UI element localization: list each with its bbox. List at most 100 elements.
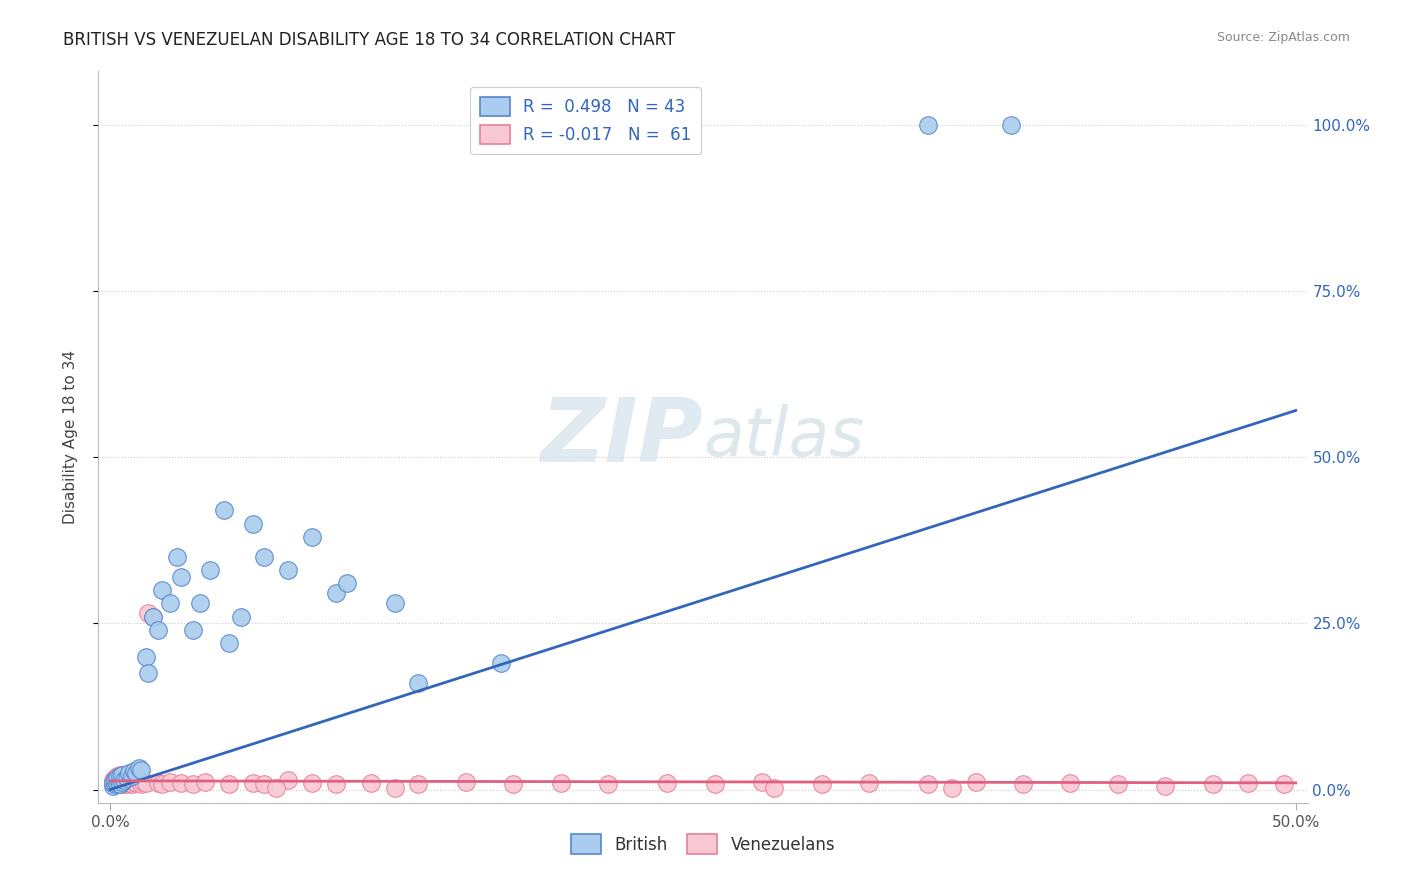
Point	[360, 776, 382, 790]
Point	[301, 776, 323, 790]
Point	[125, 765, 148, 780]
Point	[212, 503, 235, 517]
Point	[114, 772, 136, 787]
Point	[190, 596, 212, 610]
Point	[104, 777, 127, 791]
Point	[170, 776, 193, 790]
Point	[111, 777, 134, 791]
Point	[136, 607, 159, 621]
Point	[1000, 118, 1022, 132]
Point	[121, 769, 143, 783]
Point	[408, 676, 430, 690]
Point	[159, 596, 181, 610]
Point	[253, 549, 276, 564]
Point	[132, 774, 155, 789]
Point	[1154, 779, 1177, 793]
Point	[122, 771, 145, 785]
Point	[703, 777, 725, 791]
Point	[101, 779, 124, 793]
Point	[105, 776, 128, 790]
Point	[198, 563, 221, 577]
Point	[491, 656, 513, 670]
Point	[384, 780, 406, 795]
Point	[101, 772, 124, 787]
Text: atlas: atlas	[703, 404, 865, 470]
Point	[218, 777, 240, 791]
Y-axis label: Disability Age 18 to 34: Disability Age 18 to 34	[63, 350, 77, 524]
Point	[108, 777, 131, 791]
Point	[114, 776, 136, 790]
Point	[264, 780, 287, 795]
Point	[965, 774, 987, 789]
Point	[598, 777, 620, 791]
Point	[111, 768, 134, 782]
Point	[104, 771, 127, 785]
Point	[181, 777, 204, 791]
Point	[115, 772, 138, 787]
Point	[502, 777, 524, 791]
Point	[129, 763, 152, 777]
Point	[114, 771, 136, 785]
Point	[336, 576, 359, 591]
Point	[277, 772, 299, 787]
Point	[242, 776, 264, 790]
Point	[105, 771, 128, 785]
Point	[408, 777, 430, 791]
Point	[125, 776, 148, 790]
Point	[1059, 776, 1081, 790]
Text: ZIP: ZIP	[540, 393, 703, 481]
Point	[108, 776, 131, 790]
Point	[105, 774, 128, 789]
Point	[101, 776, 124, 790]
Point	[194, 774, 217, 789]
Point	[763, 780, 786, 795]
Legend: British, Venezuelans: British, Venezuelans	[564, 828, 842, 860]
Point	[325, 777, 347, 791]
Point	[142, 609, 165, 624]
Point	[104, 777, 127, 791]
Point	[142, 609, 165, 624]
Point	[128, 772, 150, 787]
Point	[253, 777, 276, 791]
Point	[657, 776, 679, 790]
Point	[1107, 777, 1129, 791]
Point	[152, 777, 174, 791]
Point	[810, 777, 832, 791]
Point	[917, 118, 939, 132]
Text: Source: ZipAtlas.com: Source: ZipAtlas.com	[1216, 31, 1350, 45]
Point	[1237, 776, 1260, 790]
Point	[146, 776, 169, 790]
Point	[301, 530, 323, 544]
Point	[550, 776, 572, 790]
Point	[122, 774, 145, 789]
Point	[115, 777, 138, 791]
Text: BRITISH VS VENEZUELAN DISABILITY AGE 18 TO 34 CORRELATION CHART: BRITISH VS VENEZUELAN DISABILITY AGE 18 …	[63, 31, 675, 49]
Point	[121, 777, 143, 791]
Point	[751, 774, 773, 789]
Point	[111, 774, 134, 789]
Point	[146, 623, 169, 637]
Point	[325, 586, 347, 600]
Point	[128, 761, 150, 775]
Point	[242, 516, 264, 531]
Point	[152, 582, 174, 597]
Point	[1202, 777, 1225, 791]
Point	[129, 777, 152, 791]
Point	[1012, 777, 1035, 791]
Point	[135, 776, 157, 790]
Point	[166, 549, 188, 564]
Point	[917, 777, 939, 791]
Point	[118, 774, 141, 789]
Point	[170, 570, 193, 584]
Point	[111, 772, 134, 787]
Point	[159, 774, 181, 789]
Point	[115, 771, 138, 785]
Point	[181, 623, 204, 637]
Point	[104, 772, 127, 787]
Point	[858, 776, 880, 790]
Point	[108, 769, 131, 783]
Point	[941, 780, 963, 795]
Point	[229, 609, 252, 624]
Point	[105, 769, 128, 783]
Point	[277, 563, 299, 577]
